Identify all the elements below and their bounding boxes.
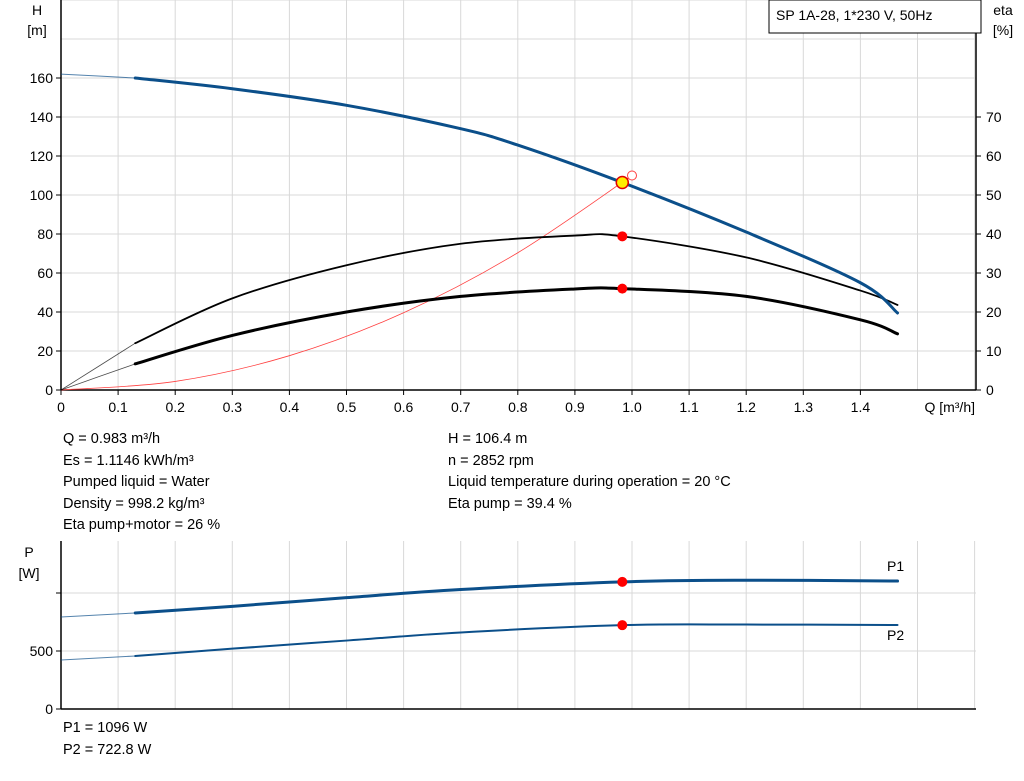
p2-curve (134, 623, 899, 657)
y2-tick-label: 0 (986, 382, 994, 398)
chart-title: SP 1A-28, 1*230 V, 50Hz (776, 7, 932, 23)
eta-pump-motor-curve-extrapolated (60, 363, 136, 391)
p-axis-label: P (24, 544, 33, 560)
p-y-tick-label: 500 (30, 643, 54, 659)
info-power: P1 = 1096 W P2 = 722.8 W (63, 718, 151, 761)
info-right: H = 106.4 m n = 2852 rpm Liquid temperat… (448, 429, 731, 515)
x-tick-label: 0.9 (565, 399, 585, 415)
p2-curve-extrapolated (60, 655, 136, 661)
x-tick-label: 0.5 (337, 399, 357, 415)
p1-curve-extrapolated (60, 612, 136, 618)
info-left: Q = 0.983 m³/h Es = 1.1146 kWh/m³ Pumped… (63, 429, 220, 537)
info-temp: Liquid temperature during operation = 20… (448, 474, 731, 491)
y-axis-unit: [m] (27, 22, 46, 38)
x-tick-label: 1.0 (622, 399, 642, 415)
info-p2: P2 = 722.8 W (63, 741, 152, 758)
y-tick-label: 160 (30, 70, 54, 86)
y-tick-label: 0 (45, 382, 53, 398)
eta-pump-curve (134, 233, 899, 345)
info-es: Es = 1.1146 kWh/m³ (63, 452, 194, 469)
x-tick-label: 1.2 (736, 399, 756, 415)
x-tick-label: 0 (57, 399, 65, 415)
h-curve-extrapolated (60, 73, 136, 79)
info-p1: P1 = 1096 W (63, 720, 148, 736)
x-tick-label: 0.1 (108, 399, 128, 415)
y-tick-label: 40 (37, 304, 53, 320)
x-tick-label: 0.2 (165, 399, 185, 415)
y-tick-label: 120 (30, 148, 54, 164)
x-tick-label: 0.4 (280, 399, 300, 415)
system-curve (60, 175, 633, 391)
eta-pump-operating-point (617, 231, 628, 242)
y-tick-label: 140 (30, 109, 54, 125)
x-tick-label: 1.3 (794, 399, 814, 415)
p1-label: P1 (887, 558, 904, 574)
y2-tick-label: 20 (986, 304, 1002, 320)
p2-operating-point (617, 620, 628, 631)
x-tick-label: 0.3 (223, 399, 243, 415)
y-tick-label: 80 (37, 226, 53, 242)
y-tick-label: 60 (37, 265, 53, 281)
y2-tick-label: 40 (986, 226, 1002, 242)
info-density: Density = 998.2 kg/m³ (63, 495, 205, 512)
eta-pump-motor-curve (133, 286, 900, 366)
x-tick-label: 0.8 (508, 399, 528, 415)
p1-curve (133, 578, 900, 615)
info-eta-pump: Eta pump = 39.4 % (448, 495, 572, 512)
y2-axis-label: eta (993, 2, 1013, 18)
y-tick-label: 20 (37, 343, 53, 359)
info-n: n = 2852 rpm (448, 452, 534, 469)
info-liquid: Pumped liquid = Water (63, 474, 210, 491)
h-curve (133, 76, 900, 315)
y2-tick-label: 70 (986, 109, 1002, 125)
p-y-tick-label: 0 (45, 701, 53, 717)
x-tick-label: 1.4 (851, 399, 871, 415)
info-h: H = 106.4 m (448, 431, 528, 447)
system-curve-end-marker (627, 170, 637, 181)
x-tick-label: 0.7 (451, 399, 471, 415)
eta-pump-curve-extrapolated (60, 342, 136, 391)
y-axis-label: H (32, 2, 42, 18)
info-q: Q = 0.983 m³/h (63, 431, 161, 447)
y-tick-label: 100 (30, 187, 54, 203)
p1-operating-point (617, 576, 628, 587)
y2-axis-unit: [%] (993, 22, 1013, 38)
info-eta-pump-motor: Eta pump+motor = 26 % (63, 517, 221, 534)
p2-label: P2 (887, 627, 904, 643)
legend-box (768, 0, 982, 34)
y2-tick-label: 60 (986, 148, 1002, 164)
y2-tick-label: 30 (986, 265, 1002, 281)
x-tick-label: 1.1 (679, 399, 699, 415)
x-axis-label: Q [m³/h] (924, 399, 975, 415)
y2-tick-label: 10 (986, 343, 1002, 359)
y2-tick-label: 50 (986, 187, 1002, 203)
x-tick-label: 0.6 (394, 399, 414, 415)
duty-point-marker (615, 175, 630, 190)
p-axis-unit: [W] (19, 565, 40, 581)
eta-pump-motor-operating-point (617, 283, 628, 294)
